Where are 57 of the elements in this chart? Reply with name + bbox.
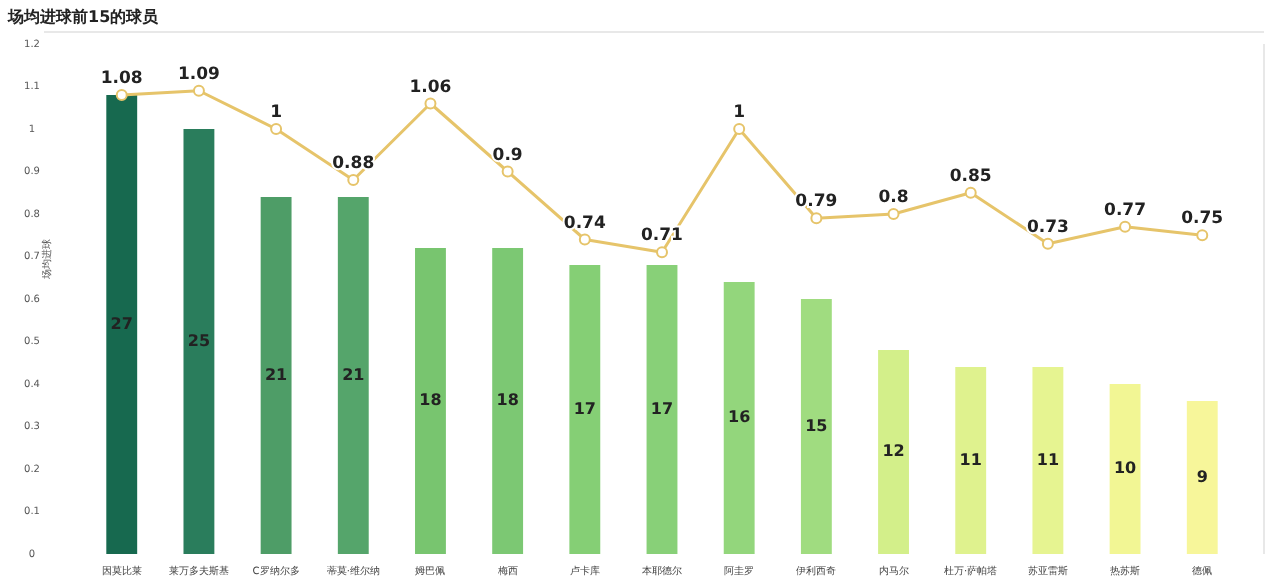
point [192,84,205,97]
data-label: 15 [805,416,829,435]
bar [1109,384,1141,554]
point [1041,237,1054,250]
data-label: 16 [728,408,752,427]
data-label: 1.09 [177,64,221,85]
bar [415,248,446,554]
bar [800,299,832,554]
point [733,123,746,135]
point [501,165,514,178]
point [964,186,977,199]
point [115,89,128,101]
data-label: 27 [110,314,133,333]
bar [337,197,369,554]
data-label: 9 [1196,467,1209,486]
data-label: 11 [1036,450,1060,469]
bar [723,282,755,554]
data-label: 0.9 [492,145,523,166]
data-label: 0.85 [949,166,992,187]
bar [878,350,909,554]
data-label: 12 [882,442,905,461]
point [1196,229,1209,242]
bar [183,129,215,554]
data-label: 1.06 [409,77,452,98]
data-label: 18 [496,391,520,410]
data-label: 1 [270,103,283,123]
data-label: 18 [419,391,443,410]
data-label: 21 [342,365,366,384]
bar [955,367,987,554]
chart-title: 场均进球前15的球员 [6,8,161,26]
point [1119,220,1132,233]
data-label: 0.8 [878,188,909,208]
point [578,233,591,246]
data-label: 0.77 [1104,200,1147,221]
data-label: 10 [1113,459,1138,478]
point [656,246,668,259]
data-label: 25 [187,331,211,350]
bar [1032,367,1064,554]
bar [260,197,292,554]
data-label: 11 [959,450,983,469]
point [810,212,823,225]
bar [646,265,678,554]
point [347,174,360,186]
bar [569,265,601,554]
data-label: 21 [264,365,289,384]
bar [1186,401,1218,554]
point [887,208,900,220]
data-label: 1.08 [100,69,143,89]
bar [492,248,524,554]
data-label: 17 [650,399,674,418]
data-label: 0.75 [1181,209,1224,230]
point [270,123,283,135]
data-label: 1 [733,103,746,123]
bar [106,95,138,554]
data-label: 0.73 [1026,217,1070,238]
point [424,97,437,110]
data-label: 17 [573,399,596,418]
